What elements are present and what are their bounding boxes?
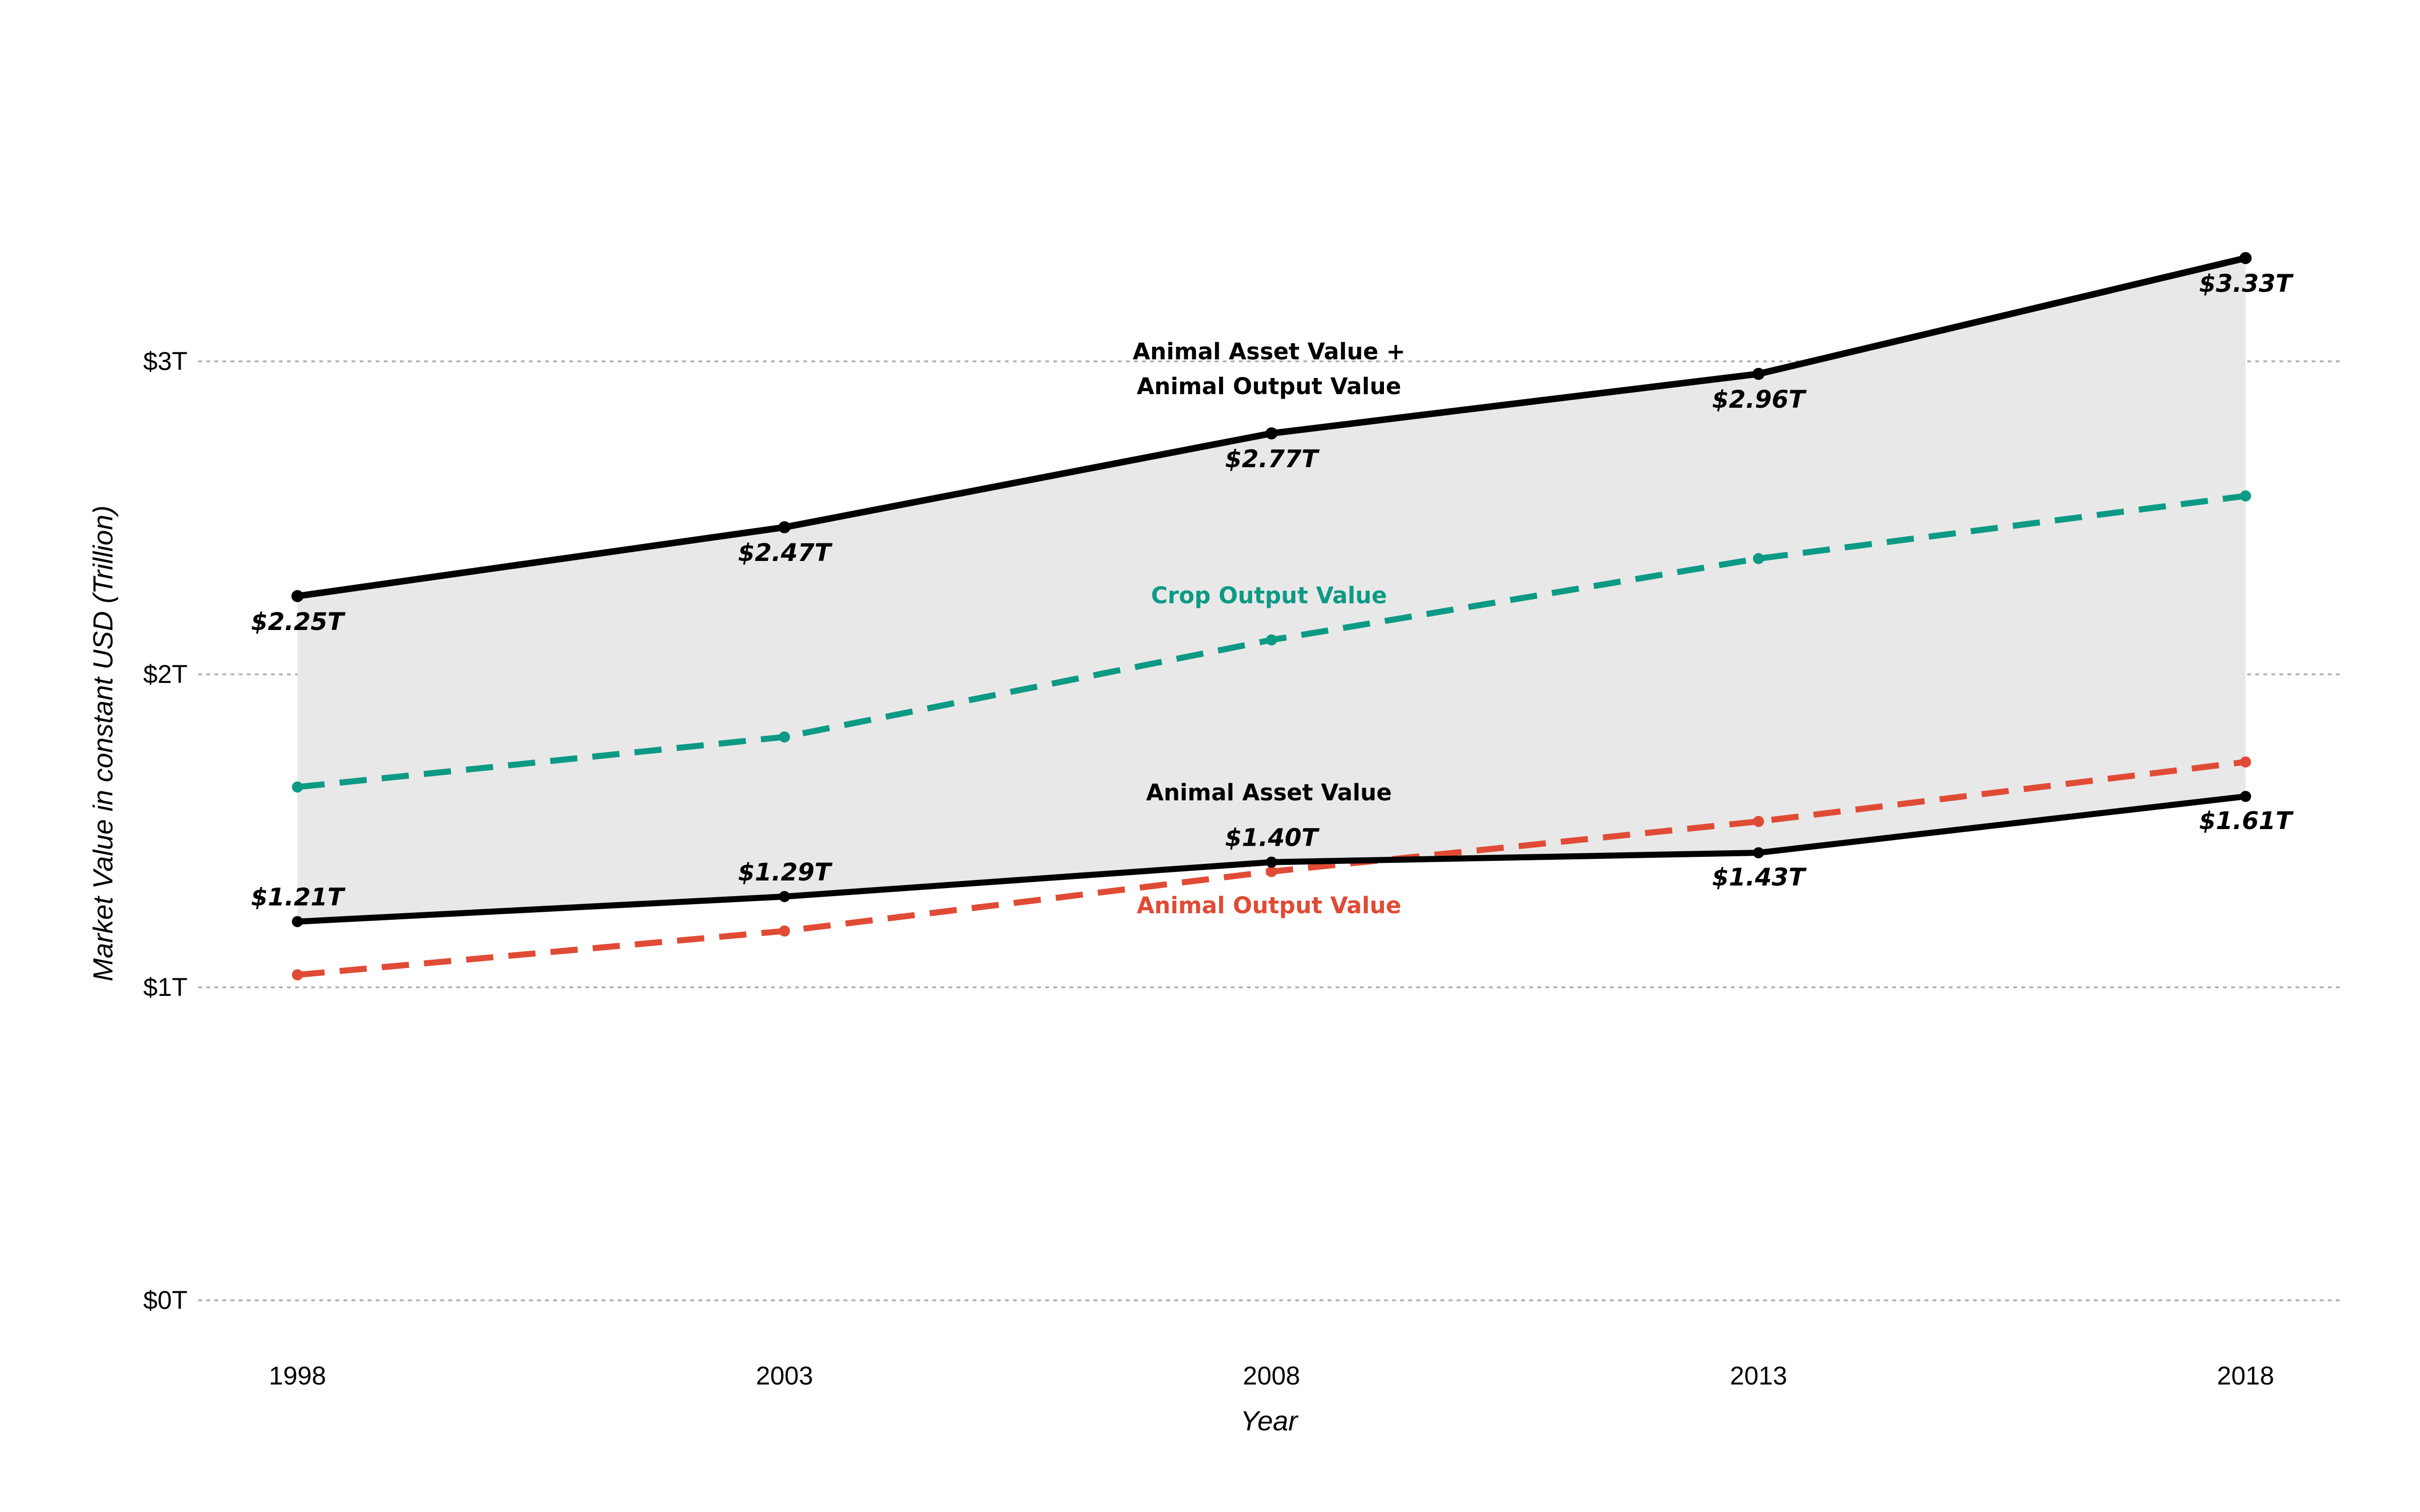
point-animal-asset: [1266, 856, 1277, 868]
x-tick-label: 1998: [269, 1361, 326, 1390]
shaded-band: [297, 258, 2246, 922]
x-axis-ticks: 1998 2003 2008 2013 2018: [269, 1361, 2274, 1390]
data-label-total: $2.77T: [1225, 445, 1320, 473]
data-label-total: $2.25T: [251, 608, 346, 636]
x-tick-label: 2003: [756, 1361, 813, 1390]
series-label-animal-output: Animal Output Value: [1137, 892, 1402, 919]
series-label-animal-asset: Animal Asset Value: [1146, 779, 1392, 806]
y-axis-ticks: $0T $1T $2T $3T: [143, 347, 188, 1314]
point-animal-asset: [1753, 847, 1764, 858]
x-axis-title: Year: [1240, 1405, 1299, 1436]
data-label-total: $3.33T: [2199, 270, 2294, 298]
point-animal-output: [2240, 756, 2251, 768]
y-tick-label: $2T: [143, 660, 188, 688]
series-points: [291, 252, 2252, 981]
point-crop-output: [292, 781, 303, 793]
point-crop-output: [1266, 634, 1277, 646]
x-tick-label: 2008: [1243, 1361, 1300, 1390]
data-label-animal-asset: $1.61T: [2199, 807, 2294, 835]
point-animal-asset: [779, 891, 790, 902]
y-tick-label: $3T: [143, 347, 188, 375]
point-total: [778, 521, 791, 534]
data-label-animal-asset: $1.40T: [1225, 824, 1320, 852]
point-total: [291, 590, 304, 602]
point-animal-output: [1266, 866, 1277, 877]
point-animal-asset: [292, 916, 303, 927]
data-labels: $2.25T $2.47T $2.77T $2.96T $3.33T $1.21T $1.2…: [251, 270, 2294, 919]
point-total: [1752, 367, 1765, 380]
y-axis-title: Market Value in constant USD (Trillion): [87, 506, 118, 981]
y-tick-label: $0T: [143, 1286, 188, 1314]
data-label-animal-asset: $1.21T: [251, 884, 346, 912]
data-label-total: $2.96T: [1712, 386, 1807, 414]
point-crop-output: [1753, 553, 1764, 564]
point-animal-output: [779, 925, 790, 937]
point-animal-asset: [2240, 791, 2251, 802]
series-label-total: Animal Asset Value +: [1133, 338, 1406, 365]
x-tick-label: 2018: [2217, 1361, 2274, 1390]
y-tick-label: $1T: [143, 973, 188, 1001]
point-crop-output: [779, 731, 790, 743]
data-label-animal-asset: $1.29T: [738, 858, 833, 887]
data-label-total: $2.47T: [738, 539, 833, 567]
x-tick-label: 2013: [1730, 1361, 1787, 1390]
band-area: [297, 258, 2246, 922]
point-total: [1265, 427, 1278, 439]
point-animal-output: [292, 969, 303, 981]
point-total: [2240, 252, 2252, 265]
series-label-total: Animal Output Value: [1137, 373, 1402, 400]
series-label-crop-output: Crop Output Value: [1151, 582, 1387, 609]
data-label-animal-asset: $1.43T: [1712, 863, 1807, 892]
point-animal-output: [1753, 815, 1764, 827]
point-crop-output: [2240, 490, 2251, 502]
